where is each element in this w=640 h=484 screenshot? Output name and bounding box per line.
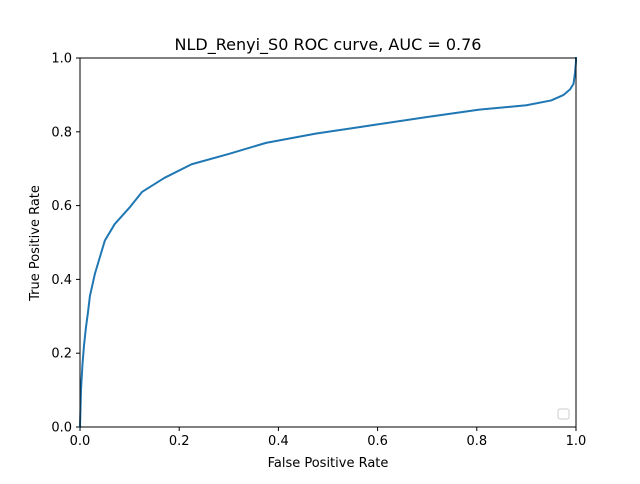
legend-box <box>557 408 570 420</box>
x-tick-label: 0.4 <box>268 434 289 449</box>
y-tick-label: 0.0 <box>51 421 72 436</box>
x-axis-ticks: 0.0 0.2 0.4 0.6 0.8 1.0 <box>70 427 587 449</box>
y-axis-label: True Positive Rate <box>28 185 43 302</box>
plot-frame <box>79 57 577 428</box>
x-tick-label: 0.6 <box>367 434 388 449</box>
x-tick-label: 0.2 <box>169 434 190 449</box>
roc-curve-line <box>78 57 577 429</box>
y-tick-label: 0.6 <box>51 199 72 214</box>
x-tick-label: 1.0 <box>566 434 587 449</box>
x-tick-label: 0.8 <box>466 434 487 449</box>
y-tick-label: 1.0 <box>51 52 72 67</box>
y-tick-label: 0.8 <box>51 125 72 140</box>
y-tick-label: 0.4 <box>51 273 72 288</box>
x-axis-label: False Positive Rate <box>268 456 389 471</box>
chart-title: NLD_Renyi_S0 ROC curve, AUC = 0.76 <box>175 35 482 55</box>
y-tick-label: 0.2 <box>51 347 72 362</box>
x-tick-label: 0.0 <box>70 434 91 449</box>
y-axis-ticks: 0.0 0.2 0.4 0.6 0.8 1.0 <box>51 52 80 436</box>
